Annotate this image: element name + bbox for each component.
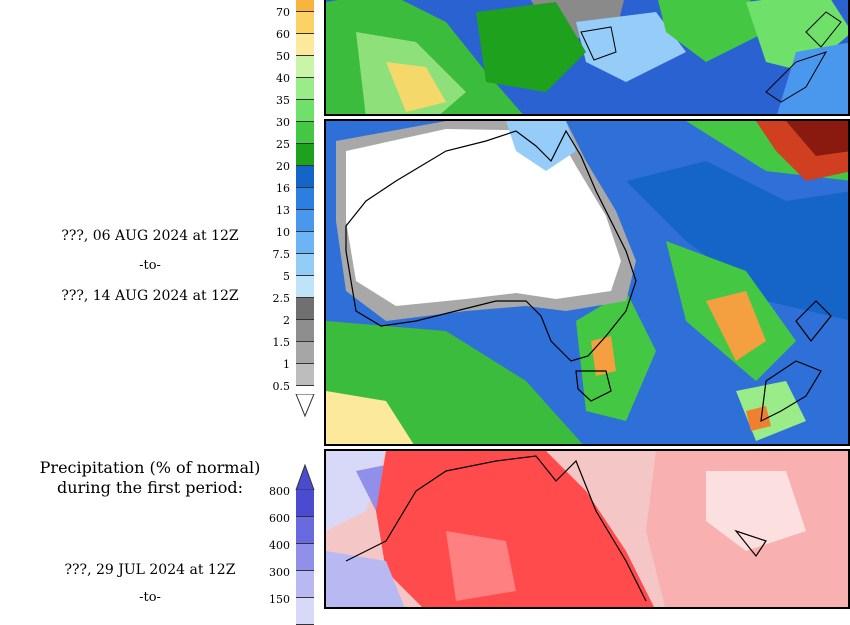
period-start-label: ???, 06 AUG 2024 at 12Z bbox=[61, 228, 239, 244]
anomaly-swatch bbox=[296, 517, 314, 544]
precip-map-main bbox=[324, 119, 850, 446]
precip-swatch bbox=[296, 166, 314, 188]
precip-tick-label: 30 bbox=[276, 116, 290, 129]
precip-tick-label: 5 bbox=[283, 270, 290, 283]
anomaly-colorbar bbox=[296, 490, 314, 625]
precip-tick-label: 2.5 bbox=[272, 292, 291, 305]
anomaly-swatch bbox=[296, 571, 314, 598]
anomaly-swatch bbox=[296, 544, 314, 571]
precip-swatch bbox=[296, 56, 314, 78]
anomaly-title-line2: during the first period: bbox=[56, 478, 244, 497]
precip-swatch bbox=[296, 210, 314, 232]
precip-swatch bbox=[296, 298, 314, 320]
precip-swatch bbox=[296, 100, 314, 122]
precip-swatch bbox=[296, 232, 314, 254]
anomaly-tick-label: 800 bbox=[269, 485, 290, 498]
anomaly-tick-label: 600 bbox=[269, 512, 290, 525]
precip-tick-label: 16 bbox=[276, 182, 290, 195]
period-end-label: ???, 14 AUG 2024 at 12Z bbox=[61, 288, 239, 304]
precip-map-top bbox=[324, 0, 850, 116]
anomaly-map bbox=[324, 449, 850, 609]
anomaly-start-label: ???, 29 JUL 2024 at 12Z bbox=[64, 562, 236, 578]
precip-swatch bbox=[296, 34, 314, 56]
precip-tick-label: 0.5 bbox=[272, 380, 291, 393]
precip-tick-label: 2 bbox=[283, 314, 290, 327]
precip-tick-label: 70 bbox=[276, 6, 290, 19]
precip-swatch bbox=[296, 122, 314, 144]
precip-swatch bbox=[296, 12, 314, 34]
precip-tick-label: 35 bbox=[276, 94, 290, 107]
anomaly-to-label: -to- bbox=[139, 590, 161, 605]
precip-swatch bbox=[296, 320, 314, 342]
precip-swatch bbox=[296, 188, 314, 210]
precip-tick-label: 50 bbox=[276, 50, 290, 63]
anomaly-tick-label: 300 bbox=[269, 566, 290, 579]
anomaly-swatch bbox=[296, 598, 314, 625]
precip-tick-label: 1.5 bbox=[272, 336, 291, 349]
anomaly-colorbar-arrow-up bbox=[295, 464, 315, 490]
precip-tick-label: 25 bbox=[276, 138, 290, 151]
precip-colorbar bbox=[296, 0, 314, 386]
precip-tick-label: 1 bbox=[283, 358, 290, 371]
precip-swatch bbox=[296, 78, 314, 100]
colorbar-arrow-down bbox=[295, 394, 315, 418]
precip-swatch bbox=[296, 342, 314, 364]
precip-swatch bbox=[296, 254, 314, 276]
anomaly-swatch bbox=[296, 490, 314, 517]
anomaly-tick-label: 400 bbox=[269, 539, 290, 552]
precip-swatch bbox=[296, 276, 314, 298]
precip-tick-label: 13 bbox=[276, 204, 290, 217]
precip-swatch bbox=[296, 364, 314, 386]
anomaly-title-line1: Precipitation (% of normal) bbox=[39, 458, 261, 477]
precip-tick-label: 40 bbox=[276, 72, 290, 85]
precip-swatch bbox=[296, 0, 314, 12]
precip-tick-label: 10 bbox=[276, 226, 290, 239]
period-to-label: -to- bbox=[139, 258, 161, 273]
precip-tick-label: 7.5 bbox=[272, 248, 291, 261]
precip-tick-label: 60 bbox=[276, 28, 290, 41]
precip-tick-label: 20 bbox=[276, 160, 290, 173]
precip-swatch bbox=[296, 144, 314, 166]
